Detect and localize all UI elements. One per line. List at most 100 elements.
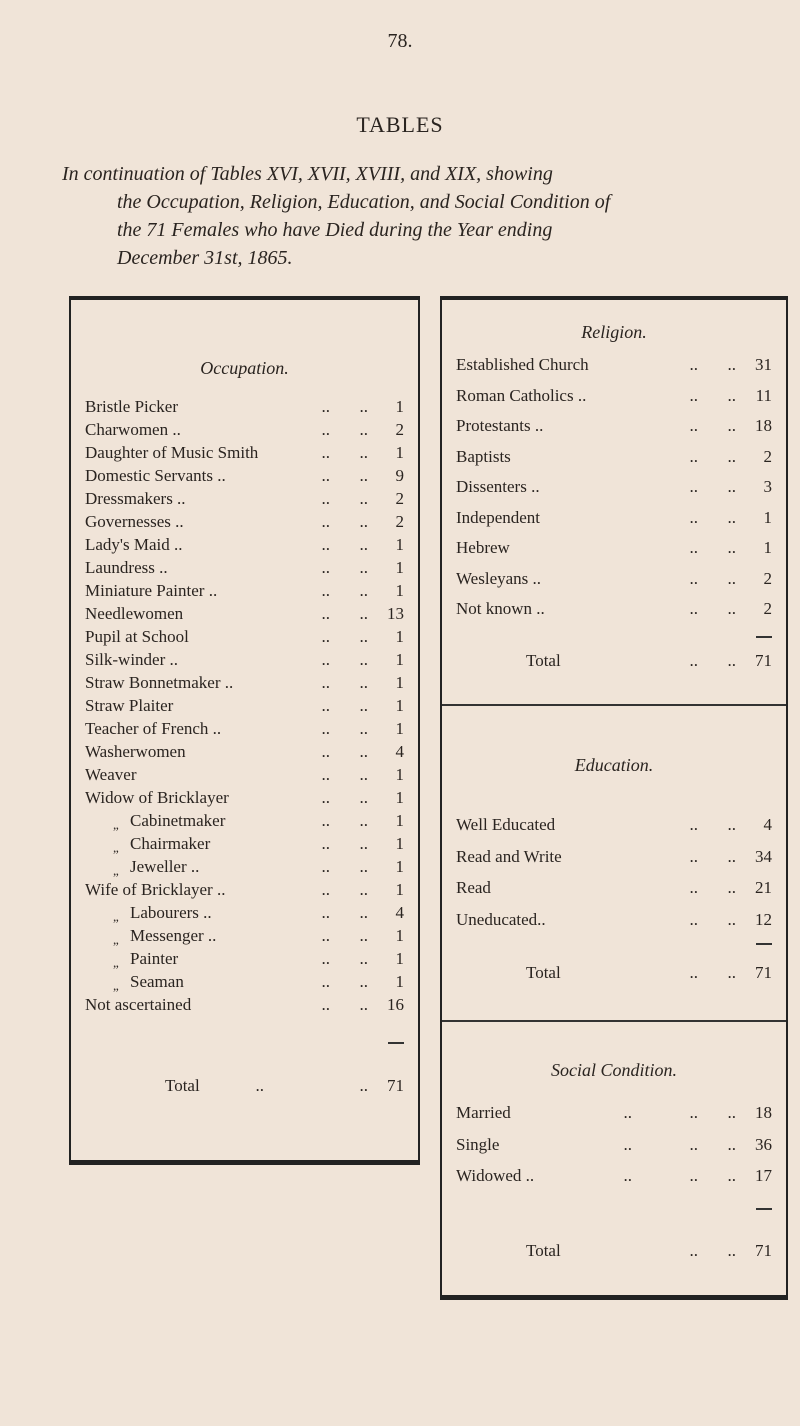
occupation-row: Lady's Maid ...... 1 (85, 534, 404, 556)
leader-dots: .. (321, 535, 331, 554)
social-condition-row: Single...... 36 (456, 1134, 772, 1156)
row-value: 1 (395, 397, 405, 416)
leader-dots: .. (359, 926, 369, 945)
leader-dots: .. (727, 568, 737, 588)
row-value: 13 (387, 604, 404, 623)
leader-dots: .. (321, 834, 331, 853)
row-value: 1 (395, 650, 405, 669)
row-value: 1 (395, 558, 405, 577)
row-value: 16 (387, 995, 404, 1014)
leader-dots: .. (727, 909, 737, 929)
leader-dots: .. (689, 963, 699, 982)
row-label: Protestants .. (456, 416, 544, 435)
page-title: TABLES (356, 112, 444, 137)
total-rule (756, 636, 772, 638)
occupation-row: Laundress ...... 1 (85, 557, 404, 579)
subtitle: In continuation of Tables XVI, XVII, XVI… (62, 160, 787, 272)
row-label: Widowed .. (456, 1166, 535, 1185)
row-label: Lady's Maid .. (85, 535, 183, 554)
leader-dots: .. (689, 477, 699, 496)
leader-dots: .. (359, 696, 369, 715)
row-value: 1 (395, 811, 405, 830)
leader-dots: .. (359, 1076, 369, 1095)
row-label: Total (526, 1241, 561, 1260)
row-label: Wesleyans .. (456, 568, 542, 588)
leader-dots: .. (321, 719, 331, 738)
religion-row: Wesleyans ...... 2 (456, 568, 772, 590)
leader-dots: .. (689, 878, 699, 897)
religion-row: Independent.... 1 (456, 507, 772, 529)
religion-education-social-table: Religion. Established Church.... 31 Roman … (440, 296, 788, 1300)
ditto-mark: „ (113, 909, 119, 924)
leader-dots: .. (689, 1241, 699, 1260)
row-label: Governesses .. (85, 512, 184, 531)
row-label: Needlewomen (85, 604, 184, 623)
row-value: 1 (395, 581, 405, 600)
occupation-row: „ Painter.... 1 (85, 948, 404, 970)
row-label: Married (456, 1103, 511, 1122)
row-label: Painter (130, 949, 179, 968)
leader-dots: .. (689, 909, 699, 929)
leader-dots: .. (727, 416, 737, 435)
leader-dots: .. (727, 1241, 737, 1260)
leader-dots: .. (321, 673, 331, 692)
row-label: Domestic Servants .. (85, 466, 226, 485)
leader-dots: .. (727, 1166, 737, 1185)
row-value: 1 (395, 535, 405, 554)
occupation-row: Governesses ...... 2 (85, 511, 404, 533)
leader-dots: .. (727, 815, 737, 834)
row-label: Not ascertained (85, 995, 192, 1014)
subtitle-line: the 71 Females who have Died during the … (117, 219, 553, 241)
leader-dots: .. (359, 489, 369, 508)
leader-dots: .. (359, 512, 369, 531)
leader-dots: .. (727, 385, 737, 405)
row-value: 1 (395, 880, 405, 899)
occupation-row: „ Labourers ...... 4 (85, 902, 404, 924)
row-label: Uneducated.. (456, 909, 546, 929)
row-value: 1 (395, 443, 405, 462)
religion-row: Dissenters ...... 3 (456, 476, 772, 498)
leader-dots: .. (359, 673, 369, 692)
row-label: Laundress .. (85, 558, 168, 577)
row-label: Miniature Painter .. (85, 581, 218, 600)
leader-dots: .. (359, 834, 369, 853)
social-condition-total-row: Total.... 71 (456, 1240, 772, 1262)
occupation-row: Silk-winder ...... 1 (85, 649, 404, 671)
row-value: 1 (763, 507, 773, 527)
row-value: 71 (755, 963, 772, 982)
social-condition-row: Widowed ........ 17 (456, 1165, 772, 1187)
leader-dots: .. (359, 857, 369, 876)
row-label: Well Educated (456, 815, 556, 834)
subtitle-line: the Occupation, Religion, Education, and… (117, 191, 611, 213)
leader-dots: .. (321, 857, 331, 876)
leader-dots: .. (727, 1103, 737, 1122)
leader-dots: .. (689, 1166, 699, 1185)
row-label: Hebrew (456, 538, 510, 557)
row-value: 9 (395, 466, 405, 485)
row-value: 1 (395, 627, 405, 646)
occupation-row: Teacher of French ...... 1 (85, 718, 404, 740)
leader-dots: .. (689, 599, 699, 618)
leader-dots: .. (727, 846, 737, 866)
religion-total-row: Total.... 71 (456, 650, 772, 672)
leader-dots: .. (727, 446, 737, 466)
education-row: Read.... 21 (456, 877, 772, 899)
leader-dots: .. (359, 466, 369, 485)
leader-dots: .. (359, 420, 369, 439)
occupation-row: Pupil at School.... 1 (85, 626, 404, 648)
occupation-row: „ Seaman.... 1 (85, 971, 404, 993)
row-value: 71 (755, 1241, 772, 1260)
row-label: Established Church (456, 355, 589, 374)
leader-dots: .. (727, 538, 737, 557)
leader-dots: .. (359, 581, 369, 600)
leader-dots: .. (359, 903, 369, 922)
occupation-row: „ Messenger ...... 1 (85, 925, 404, 947)
row-label: Read (456, 878, 491, 897)
leader-dots: .. (321, 811, 331, 830)
row-value: 18 (755, 416, 772, 435)
religion-title: Religion. (581, 322, 647, 342)
row-label: Baptists (456, 446, 511, 466)
row-label: Dissenters .. (456, 477, 540, 496)
leader-dots: .. (321, 581, 331, 600)
leader-dots: .. (359, 995, 369, 1014)
